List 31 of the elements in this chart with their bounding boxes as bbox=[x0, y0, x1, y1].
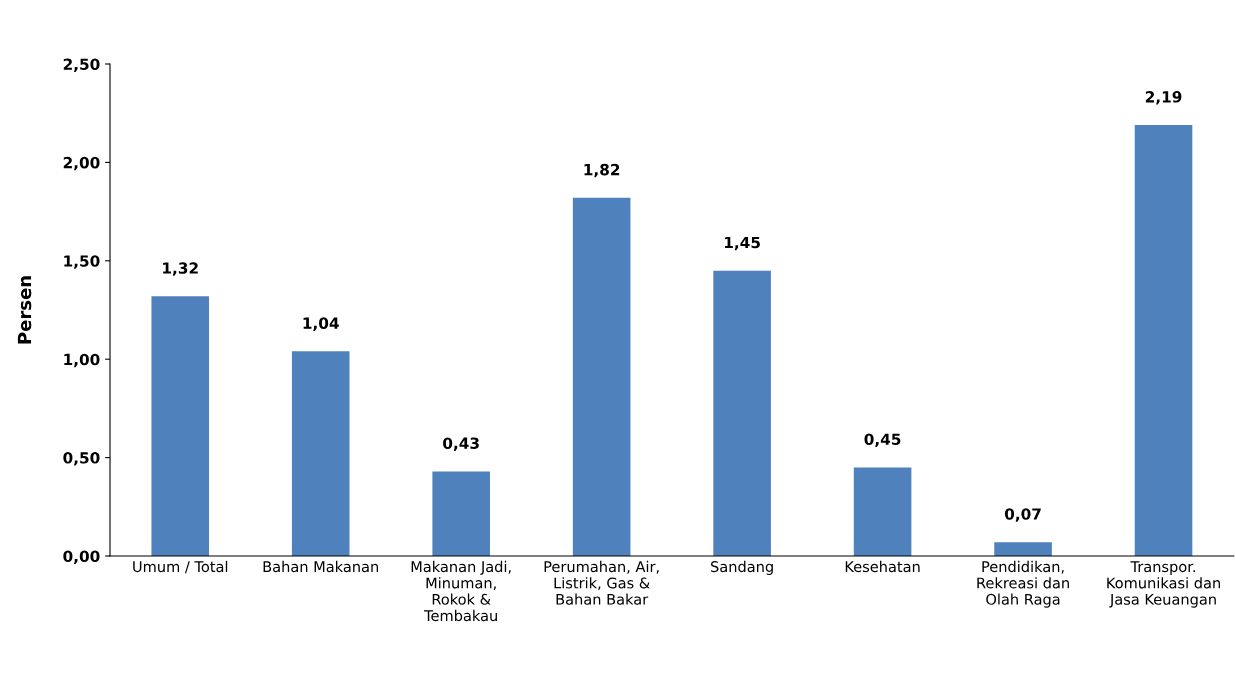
x-tick-label: Kesehatan bbox=[845, 560, 920, 573]
x-tick-label: Makanan Jadi, Minuman, Rokok & Tembakau bbox=[411, 560, 511, 622]
bar bbox=[151, 296, 210, 556]
data-label: 0,07 bbox=[1004, 508, 1041, 522]
data-label: 1,04 bbox=[303, 317, 339, 331]
bar bbox=[291, 351, 350, 556]
y-tick-label: 1,50 bbox=[64, 255, 100, 269]
bar bbox=[432, 471, 490, 556]
x-tick-label: Perumahan, Air, Listrik, Gas & Bahan Bakar bbox=[544, 560, 659, 605]
data-label: 1,82 bbox=[584, 163, 620, 178]
bar bbox=[572, 197, 631, 556]
data-label: 0,45 bbox=[864, 433, 901, 447]
y-axis-title: Persen bbox=[17, 276, 32, 344]
y-tick-label: 2,00 bbox=[63, 156, 100, 171]
x-tick-label: Sandang bbox=[711, 560, 773, 575]
y-tick-label: 0,00 bbox=[63, 550, 100, 564]
data-label: 2,19 bbox=[1145, 91, 1182, 105]
data-label: 0,43 bbox=[443, 437, 479, 451]
y-tick-label: 1,00 bbox=[64, 353, 100, 368]
bar bbox=[853, 467, 912, 556]
bar bbox=[994, 542, 1052, 556]
x-tick-label: Umum / Total bbox=[133, 560, 228, 574]
data-label: 1,32 bbox=[163, 262, 198, 276]
y-tick-label: 2,50 bbox=[63, 58, 100, 72]
data-label: 1,45 bbox=[724, 236, 760, 251]
x-tick-label: Pendidikan, Rekreasi dan Olah Raga bbox=[977, 560, 1069, 608]
x-tick-label: Bahan Makanan bbox=[263, 560, 378, 573]
x-tick-label: Transpor. Komunikasi dan Jasa Keuangan bbox=[1107, 561, 1220, 608]
y-tick-label: 0,50 bbox=[63, 452, 100, 466]
bar bbox=[1134, 125, 1193, 556]
bar bbox=[713, 270, 771, 556]
